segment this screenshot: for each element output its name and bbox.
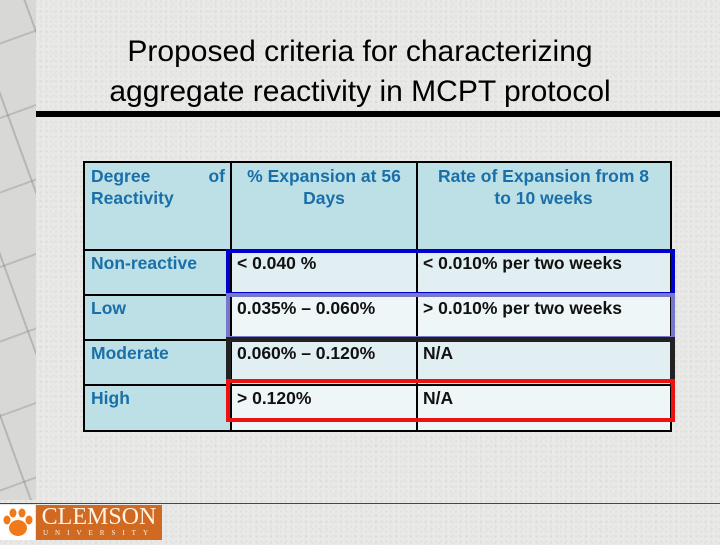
row-nonreactive-expansion: < 0.040 % xyxy=(231,250,417,295)
footer-divider xyxy=(0,503,720,504)
header-expansion-line1: % Expansion at 56 xyxy=(247,166,401,186)
row-nonreactive-rate: < 0.010% per two weeks xyxy=(417,250,670,295)
row-divider-1 xyxy=(85,294,670,296)
header-degree-line2: Reactivity xyxy=(91,188,174,208)
criteria-table: Degree of Reactivity % Expansion at 56 D… xyxy=(83,161,675,432)
row-divider-3 xyxy=(85,384,670,386)
slide-title: Proposed criteria for characterizing agg… xyxy=(40,32,680,112)
row-nonreactive-degree: Non-reactive xyxy=(85,250,231,295)
row-moderate-degree: Moderate xyxy=(85,340,231,385)
background-texture-strip xyxy=(0,0,36,500)
tiger-paw-icon xyxy=(0,505,35,540)
row-high-expansion: > 0.120% xyxy=(231,385,417,430)
row-moderate-expansion: 0.060% – 0.120% xyxy=(231,340,417,385)
row-divider-header xyxy=(85,249,670,251)
header-degree: Degree of Reactivity xyxy=(85,163,231,250)
column-divider-1 xyxy=(230,163,232,430)
row-low-rate: > 0.010% per two weeks xyxy=(417,295,670,340)
row-low-expansion: 0.035% – 0.060% xyxy=(231,295,417,340)
header-rate-line1: Rate of Expansion from 8 xyxy=(437,166,649,186)
title-divider xyxy=(36,111,720,117)
header-rate: Rate of Expansion from 8 to 10 weeks xyxy=(417,163,670,250)
title-line-1: Proposed criteria for characterizing xyxy=(127,35,593,68)
header-degree-word2: of xyxy=(208,166,225,186)
row-high-degree: High xyxy=(85,385,231,430)
header-rate-line2: to 10 weeks xyxy=(494,188,593,208)
row-divider-2 xyxy=(85,339,670,341)
logo-name: CLEMSON xyxy=(41,504,157,530)
logo-sub: UNIVERSITY xyxy=(43,529,155,537)
header-degree-word1: Degree xyxy=(91,166,151,186)
header-expansion: % Expansion at 56 Days xyxy=(231,163,417,250)
header-expansion-line2: Days xyxy=(303,188,345,208)
row-high-rate: N/A xyxy=(417,385,670,430)
title-line-2: aggregate reactivity in MCPT protocol xyxy=(109,75,611,108)
column-divider-2 xyxy=(416,163,418,430)
row-low-degree: Low xyxy=(85,295,231,340)
row-moderate-rate: N/A xyxy=(417,340,670,385)
clemson-logo: CLEMSON UNIVERSITY xyxy=(36,505,162,540)
